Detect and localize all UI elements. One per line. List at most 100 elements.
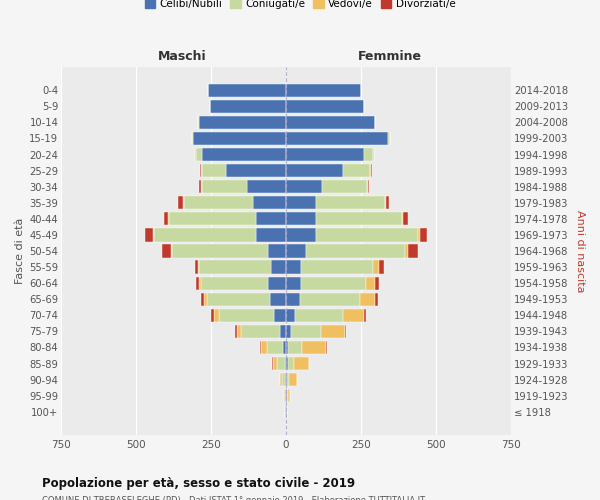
Bar [286,228,316,241]
Bar [286,373,287,386]
Bar [403,212,407,226]
Bar [344,325,346,338]
Bar [247,180,286,194]
Bar [274,308,286,322]
Bar [286,260,301,274]
Bar [343,308,364,322]
Bar [286,276,301,289]
Bar [343,164,370,177]
Bar [209,100,286,113]
Bar [193,132,286,145]
Bar [206,292,269,306]
Bar [322,180,367,194]
Bar [385,196,386,209]
Bar [199,116,286,129]
Bar [293,357,308,370]
Bar [277,357,284,370]
Text: Femmine: Femmine [358,50,422,63]
Legend: Celibi/Nubili, Coniugati/e, Vedovi/e, Divorziati/e: Celibi/Nubili, Coniugati/e, Vedovi/e, Di… [140,0,460,14]
Bar [364,148,373,161]
Bar [401,212,403,226]
Bar [202,148,286,161]
Bar [373,260,379,274]
Bar [286,212,316,226]
Bar [286,292,299,306]
Bar [200,164,202,177]
Bar [218,308,274,322]
Bar [288,389,290,402]
Bar [152,228,154,241]
Bar [320,325,344,338]
Bar [172,244,268,258]
Bar [170,244,172,258]
Bar [154,228,256,241]
Bar [161,244,170,258]
Bar [169,212,256,226]
Bar [379,260,383,274]
Bar [200,276,268,289]
Bar [316,196,385,209]
Bar [182,196,184,209]
Bar [289,373,297,386]
Bar [287,389,288,402]
Bar [301,276,365,289]
Bar [197,260,199,274]
Bar [374,276,379,289]
Bar [326,341,327,354]
Bar [286,116,374,129]
Bar [407,244,418,258]
Bar [268,276,286,289]
Bar [286,196,316,209]
Y-axis label: Anni di nascita: Anni di nascita [575,210,585,292]
Bar [374,292,377,306]
Bar [241,325,280,338]
Bar [260,341,266,354]
Bar [191,132,193,145]
Bar [280,373,282,386]
Bar [316,228,418,241]
Bar [359,292,374,306]
Bar [272,357,277,370]
Bar [418,228,419,241]
Bar [196,276,199,289]
Text: Maschi: Maschi [158,50,207,63]
Bar [269,292,286,306]
Bar [289,341,302,354]
Bar [286,357,287,370]
Bar [286,341,289,354]
Bar [305,244,404,258]
Bar [286,164,343,177]
Bar [235,325,236,338]
Y-axis label: Fasce di età: Fasce di età [15,218,25,284]
Bar [280,325,286,338]
Bar [203,292,206,306]
Bar [286,180,322,194]
Bar [368,180,369,194]
Bar [196,148,202,161]
Bar [164,212,168,226]
Bar [386,196,389,209]
Bar [290,325,320,338]
Bar [184,196,253,209]
Bar [253,196,286,209]
Bar [286,100,364,113]
Text: COMUNE DI TREBASELEGHE (PD) - Dati ISTAT 1° gennaio 2019 - Elaborazione TUTTITAL: COMUNE DI TREBASELEGHE (PD) - Dati ISTAT… [42,496,425,500]
Bar [202,164,226,177]
Text: Popolazione per età, sesso e stato civile - 2019: Popolazione per età, sesso e stato civil… [42,477,355,490]
Bar [271,260,286,274]
Bar [284,357,286,370]
Bar [299,292,359,306]
Bar [282,373,285,386]
Bar [178,196,182,209]
Bar [388,132,389,145]
Bar [199,180,202,194]
Bar [287,373,289,386]
Bar [286,132,388,145]
Bar [266,341,283,354]
Bar [208,84,286,97]
Bar [365,276,374,289]
Bar [211,308,214,322]
Bar [283,341,286,354]
Bar [168,212,169,226]
Bar [195,260,197,274]
